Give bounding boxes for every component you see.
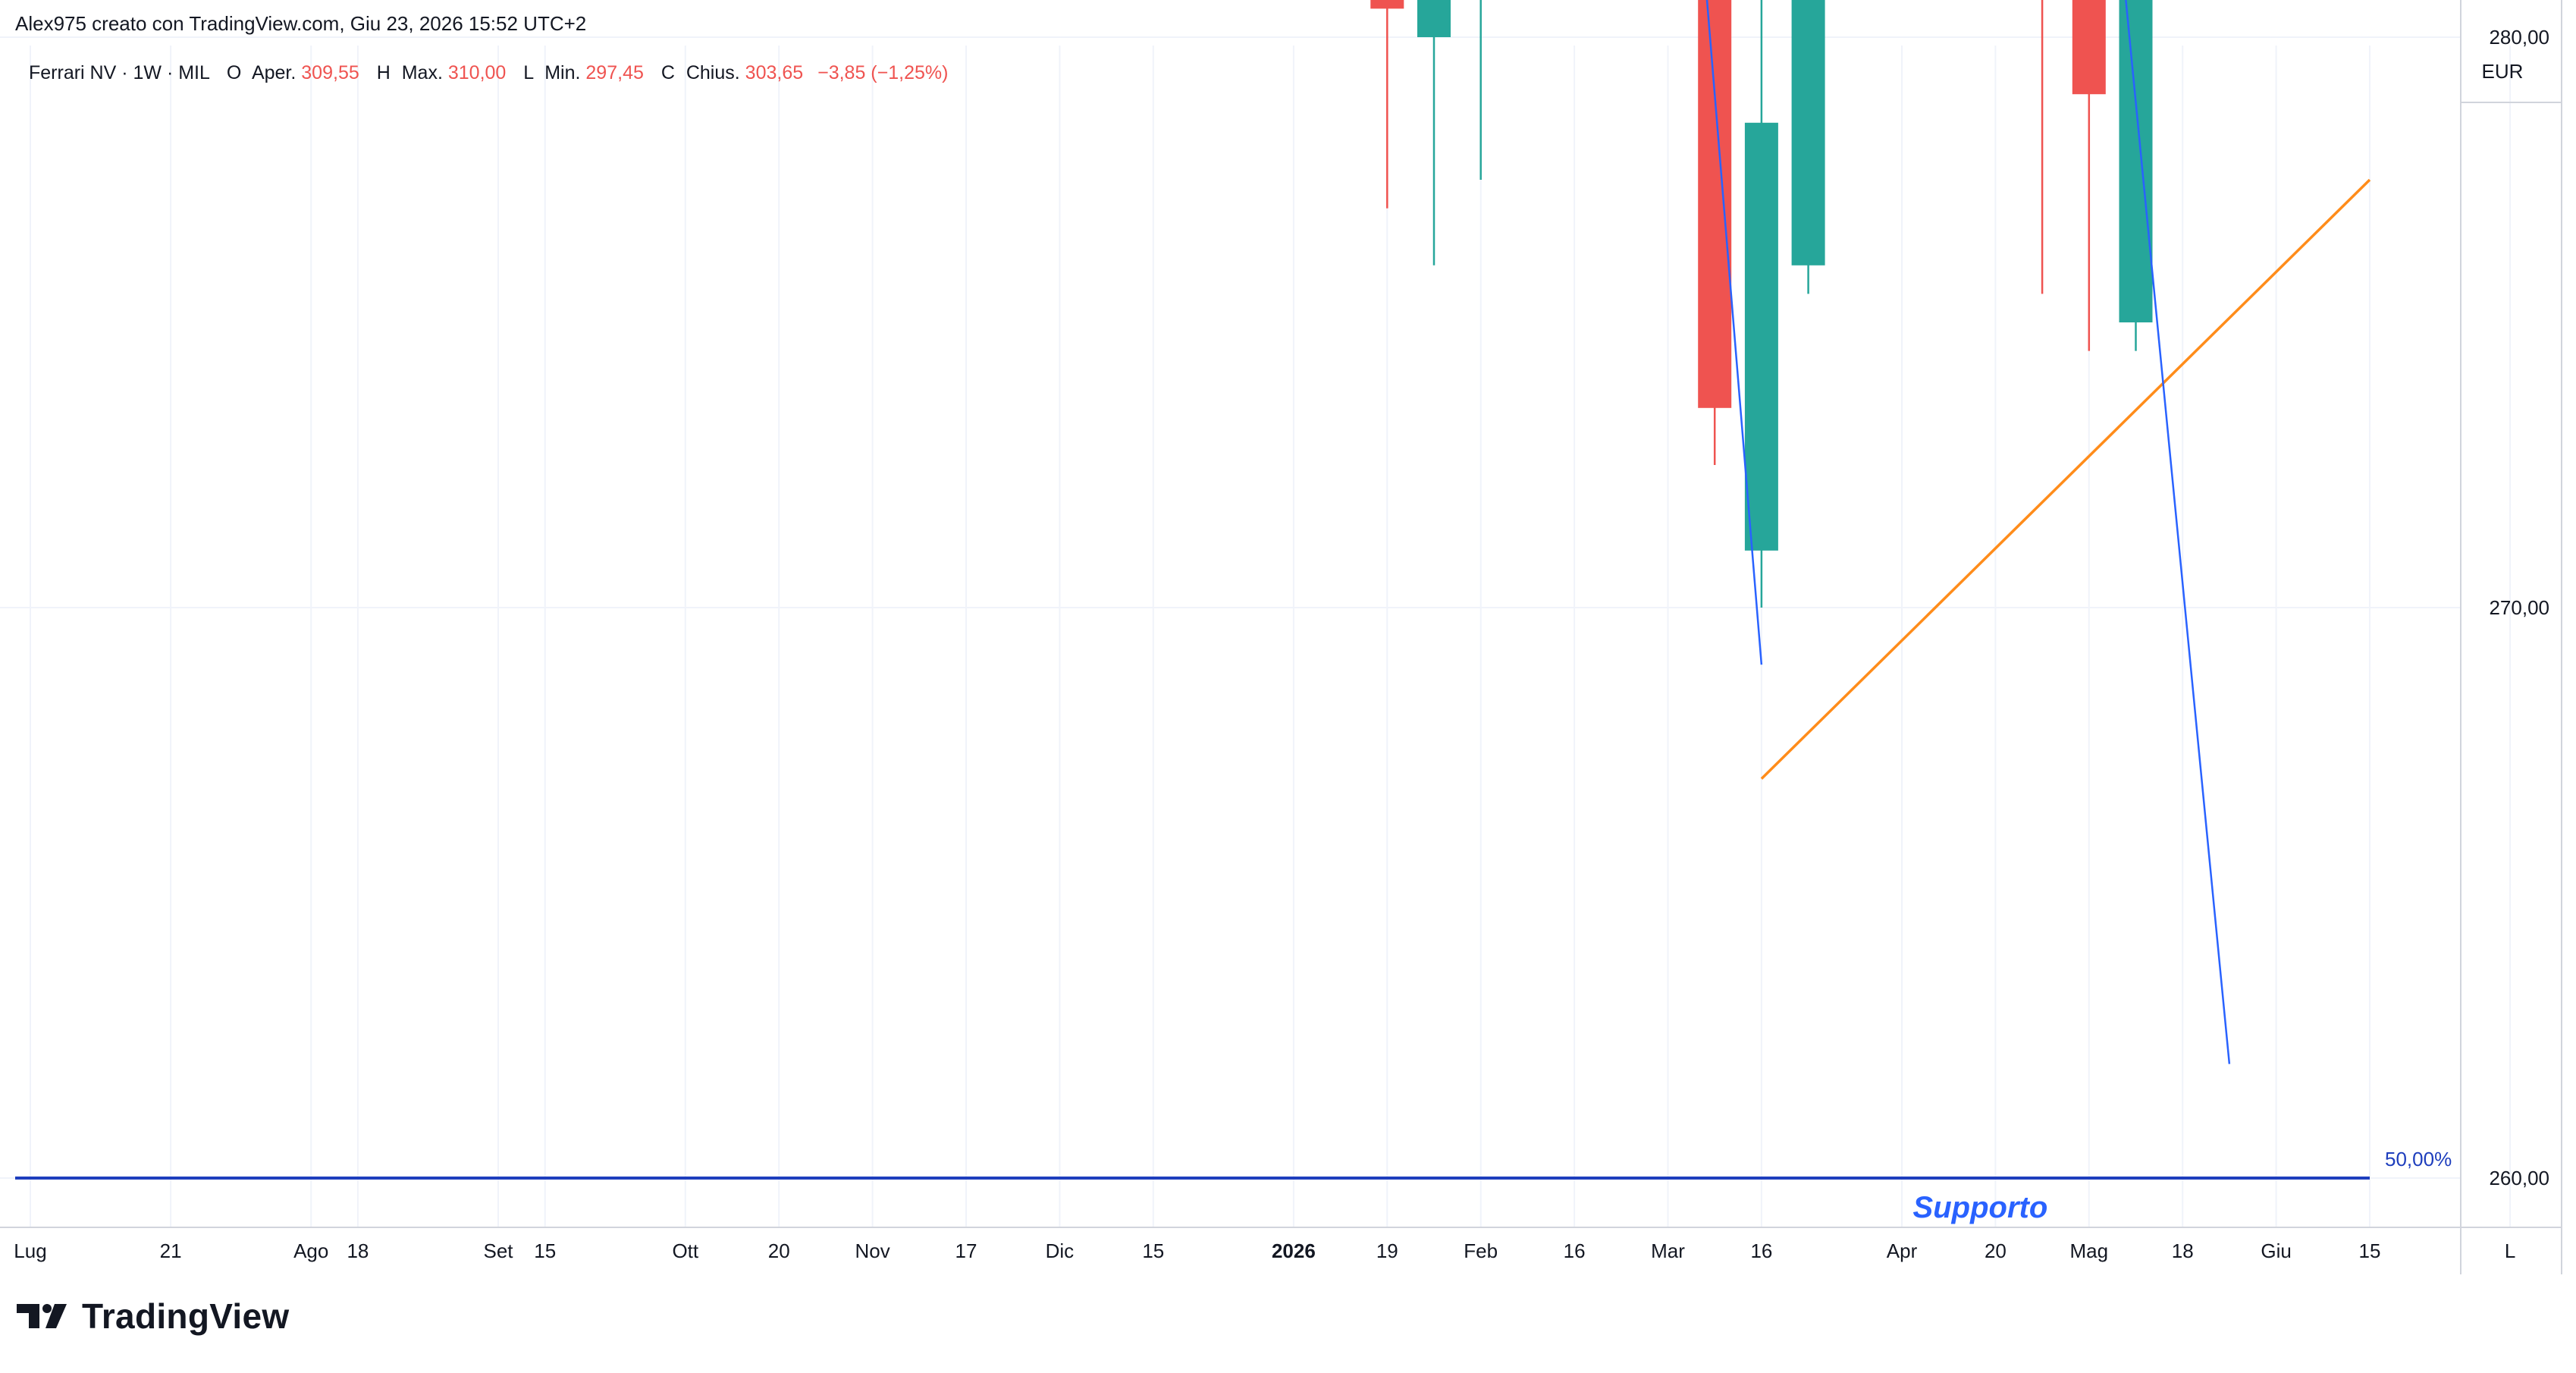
- time-tick-label: Ott: [672, 1239, 698, 1262]
- time-tick-label: Dic: [1046, 1239, 1075, 1262]
- candles: [1370, 0, 2153, 608]
- time-tick-label: 2026: [1272, 1239, 1316, 1262]
- legend-l-label: L: [523, 62, 534, 83]
- legend-c-label: C: [661, 62, 675, 83]
- legend-h-value: 310,00: [448, 62, 506, 83]
- time-tick-label: L: [2505, 1239, 2515, 1262]
- candle-down: [1370, 0, 1404, 9]
- time-tick-label: Mag: [2070, 1239, 2109, 1262]
- diagonal-trendline: [1705, 0, 1763, 665]
- brand-name: TradingView: [82, 1296, 290, 1336]
- grid: [0, 36, 2512, 1227]
- price-tick-label: 260,00: [2489, 1167, 2549, 1189]
- legend-symbol: Ferrari NV · 1W · MIL: [29, 62, 210, 83]
- time-tick-label: 18: [347, 1239, 369, 1262]
- candle-up: [1791, 0, 1825, 265]
- time-tick-label: Ago: [293, 1239, 328, 1262]
- time-tick-label: Apr: [1887, 1239, 1918, 1262]
- price-chart[interactable]: Ferrari NV · 1W · MIL O Aper. 309,55 H M…: [0, 0, 2576, 1274]
- support-label-main: Supporto: [1913, 1191, 2048, 1224]
- legend-h-name: Max.: [402, 62, 443, 83]
- time-tick-label: 16: [1750, 1239, 1772, 1262]
- time-tick-label: Giu: [2261, 1239, 2291, 1262]
- candle-down: [2072, 0, 2106, 95]
- fib-label-lower: 50,00%: [2385, 1148, 2452, 1170]
- legend-o-value: 309,55: [301, 62, 359, 83]
- price-tick-label: 270,00: [2489, 596, 2549, 619]
- time-tick-label: 21: [160, 1239, 182, 1262]
- drawings: 50,00%50,00%SupportoResistenzaResistenza…: [15, 0, 2452, 1224]
- time-tick-label: 15: [534, 1239, 556, 1262]
- time-axis[interactable]: Lug 21 Ago 18 Set 15 Ott 20 Nov 17 Dic 15 2026 19 Feb 1…: [0, 1227, 2562, 1262]
- legend-l-value: 297,45: [585, 62, 643, 83]
- candle-down: [1698, 0, 1732, 408]
- time-tick-label: Nov: [855, 1239, 890, 1262]
- legend-c-name: Chius.: [686, 62, 740, 83]
- currency-label: EUR: [2482, 60, 2524, 83]
- legend-h-label: H: [377, 62, 391, 83]
- time-tick-label: 20: [1985, 1239, 2007, 1262]
- time-tick-label: 15: [2359, 1239, 2381, 1262]
- time-tick-label: 16: [1564, 1239, 1586, 1262]
- chart-credit: Alex975 creato con TradingView.com, Giu …: [15, 12, 587, 35]
- legend-l-name: Min.: [544, 62, 580, 83]
- time-tick-label: Feb: [1464, 1239, 1498, 1262]
- ohlc-legend: Ferrari NV · 1W · MIL O Aper. 309,55 H M…: [29, 62, 948, 83]
- time-tick-label: Mar: [1651, 1239, 1685, 1262]
- lower-trendline: [1760, 178, 2371, 780]
- time-tick-label: Set: [483, 1239, 513, 1262]
- candle-up: [2119, 0, 2153, 322]
- time-tick-label: Lug: [14, 1239, 46, 1262]
- legend-o-name: Aper.: [252, 62, 296, 83]
- candle-up: [1417, 0, 1451, 37]
- svg-text:Ferrari NV · 1W · MIL O: Ferrari NV · 1W · MIL O Aper. 309,55 H M…: [29, 62, 948, 83]
- legend-o-label: O: [227, 62, 241, 83]
- time-tick-label: 17: [955, 1239, 977, 1262]
- tradingview-brand[interactable]: TradingView: [17, 1296, 289, 1337]
- legend-change: −3,85 (−1,25%): [817, 62, 948, 83]
- price-tick-label: 280,00: [2489, 26, 2549, 49]
- time-tick-label: 15: [1142, 1239, 1164, 1262]
- legend-c-value: 303,65: [745, 62, 803, 83]
- tradingview-logo-icon: [17, 1304, 67, 1328]
- time-tick-label: 19: [1376, 1239, 1398, 1262]
- time-tick-label: 18: [2172, 1239, 2194, 1262]
- candle-up: [1744, 122, 1778, 551]
- time-tick-label: 20: [768, 1239, 790, 1262]
- price-axis[interactable]: 260,00270,00280,00290,00300,00310,00320,…: [2460, 0, 2562, 1274]
- diagonal-trendline-2: [2125, 0, 2231, 1064]
